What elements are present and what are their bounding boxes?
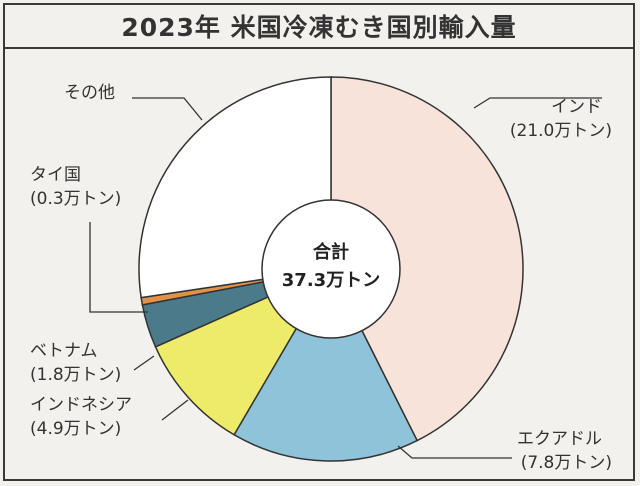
pie-slice-2 — [233, 267, 419, 462]
leader-lines — [89, 97, 602, 459]
leader-line-6 — [132, 97, 203, 121]
leader-line-2 — [397, 445, 512, 459]
center-label-total: 37.3万トン — [282, 270, 380, 291]
center-label-title: 合計 — [313, 241, 349, 263]
slice-label-4: ベトナム — [30, 341, 98, 361]
slice-label-2: エクアドル — [517, 429, 602, 449]
slice-value-label-2: (7.8万トン) — [521, 453, 612, 473]
slice-label-1: インド — [551, 97, 602, 117]
leader-line-4 — [133, 355, 155, 371]
slice-label-6: その他 — [64, 83, 115, 103]
title-bar: 2023年 米国冷凍むき国別輸入量 — [5, 5, 633, 49]
leader-line-3 — [161, 399, 189, 421]
slice-value-label-5: (0.3万トン) — [30, 189, 121, 209]
slice-value-label-1: (21.0万トン) — [510, 121, 612, 141]
slice-value-label-4: (1.8万トン) — [30, 365, 121, 385]
slice-value-label-3: (4.9万トン) — [30, 419, 121, 439]
slice-labels: インド (21.0万トン) エクアドル (7.8万トン) インドネシア (4.9万トン) ベ… — [30, 83, 612, 473]
slice-label-5: タイ国 — [30, 165, 81, 185]
pie-slice-1 — [330, 76, 524, 442]
leader-line-5 — [89, 222, 148, 313]
donut-hole — [261, 199, 401, 339]
leader-line-1 — [473, 97, 602, 109]
chart-title: 2023年 米国冷凍むき国別輸入量 — [121, 13, 517, 42]
slice-label-3: インドネシア — [30, 395, 132, 415]
